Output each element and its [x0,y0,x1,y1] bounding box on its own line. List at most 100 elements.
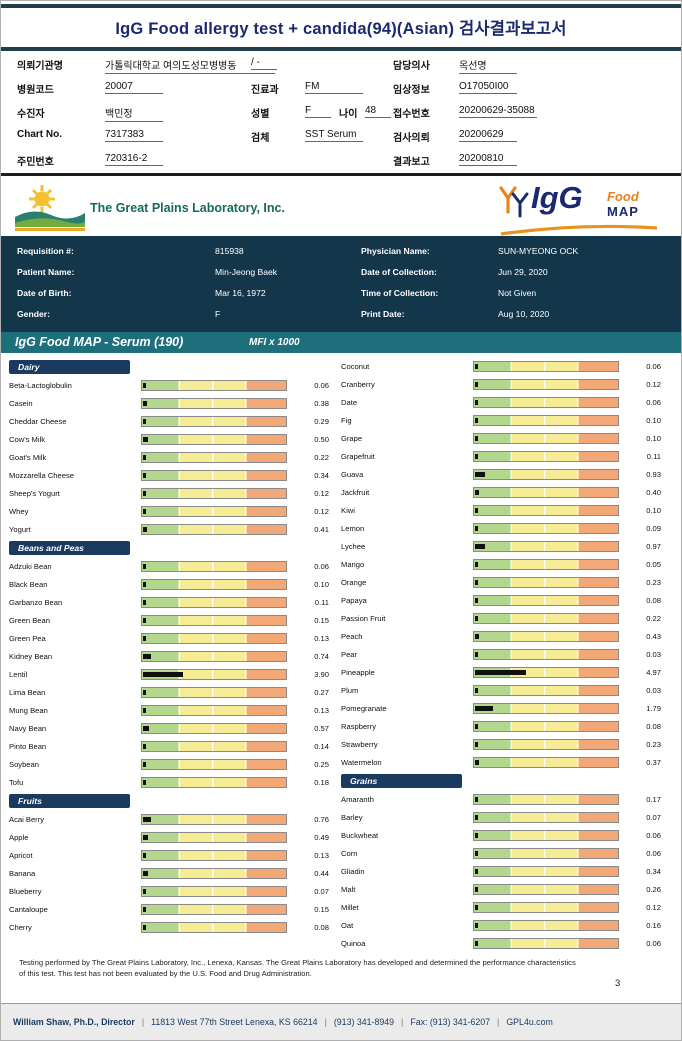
patient-name-value-en: Min-Jeong Baek [215,267,278,277]
results-column-left: Dairy Beta-Lactoglobulin 0.06 Casein 0.38 Che… [9,357,341,952]
lab-website: GPL4u.com [506,1017,553,1027]
food-value: 0.37 [646,757,661,767]
result-bar-track [141,523,287,535]
sex-label: 성별 [251,109,270,120]
requisition-row: Gender: F Print Date: Aug 10, 2020 [1,305,681,326]
food-row: Cherry 0.08 [9,918,341,936]
result-bar-track [473,594,619,606]
food-value: 0.03 [646,685,661,695]
food-label: Amaranth [341,794,374,804]
result-bar-track [141,704,287,716]
food-value: 0.17 [646,794,661,804]
hospital-code-label: 병원코드 [17,85,54,96]
report-title: IgG Food allergy test + candida(94)(Asia… [115,20,567,38]
result-bar-track [473,648,619,660]
result-bar-track [141,758,287,770]
result-bar-track [141,722,287,734]
food-value: 0.10 [314,579,329,589]
antibody-icon [499,186,529,218]
result-bar-fill [475,850,478,856]
food-row: Cheddar Cheese 0.29 [9,412,341,430]
food-label: Garbanzo Bean [9,597,63,607]
food-row: Cantaloupe 0.15 [9,900,341,918]
hospital-code-value: 20007 [105,81,163,94]
receipt-value: 20200629-35088 [459,105,537,118]
food-value: 0.06 [646,938,661,948]
print-date-value: Aug 10, 2020 [498,309,550,319]
food-row: Apple 0.49 [9,828,341,846]
food-row: Cow's Milk 0.50 [9,430,341,448]
footer-separator: | [401,1017,404,1027]
food-row: Amaranth 0.17 [341,790,673,808]
food-label: Mung Bean [9,705,48,715]
lab-address: 11813 West 77th Street Lenexa, KS 66214 [151,1017,318,1027]
result-bar-fill [143,924,146,930]
result-bar-fill [475,651,478,657]
result-bar-fill [475,579,478,585]
food-row: Guava 0.93 [341,465,673,483]
result-bar-fill [143,617,146,623]
result-bar-track [473,684,619,696]
food-label: Passion Fruit [341,613,386,623]
foodmap-band: IgG Food MAP - Serum (190) MFI x 1000 [1,332,681,353]
food-row: Watermelon 0.37 [341,753,673,771]
food-row: Mozzarella Cheese 0.34 [9,466,341,484]
physician-name-label: Physician Name: [361,246,430,256]
result-bar-track [141,632,287,644]
report-date-value: 20200810 [459,153,517,166]
receipt-label: 접수번호 [393,109,430,120]
food-row: Papaya 0.08 [341,591,673,609]
result-bar-track [141,740,287,752]
result-bar-fill [475,886,478,892]
result-bar-fill [143,743,146,749]
category-header-dairy: Dairy [9,360,130,374]
result-bar-fill [475,597,478,603]
food-value: 0.08 [646,595,661,605]
food-value: 0.50 [314,434,329,444]
food-row: Oat 0.16 [341,916,673,934]
collection-time-label: Time of Collection: [361,288,439,298]
result-bar-fill [475,723,478,729]
result-bar-track [141,668,287,680]
result-bar-fill [475,525,478,531]
result-bar-fill [143,599,146,605]
food-row: Green Bean 0.15 [9,611,341,629]
food-value: 0.93 [646,469,661,479]
sex-value: F [305,105,331,118]
map-logo-text: MAP [607,204,639,219]
requisition-section: Requisition #: 815938 Physician Name: SU… [1,236,681,332]
food-row: Whey 0.12 [9,502,341,520]
gender-value: F [215,309,221,319]
food-value: 0.10 [646,433,661,443]
food-row: Millet 0.12 [341,898,673,916]
food-value: 0.10 [646,415,661,425]
swoosh-underline [500,224,658,236]
food-row: Lemon 0.09 [341,519,673,537]
result-bar-track [473,378,619,390]
result-bar-track [473,630,619,642]
org-extra: / - [251,57,277,70]
food-value: 0.06 [646,848,661,858]
result-bar-track [473,540,619,552]
food-value: 0.13 [314,633,329,643]
result-bar-track [473,612,619,624]
food-label: Yogurt [9,524,31,534]
results-columns: Dairy Beta-Lactoglobulin 0.06 Casein 0.38 Che… [1,353,681,952]
result-bar-fill [143,563,146,569]
food-value: 0.15 [314,615,329,625]
result-bar-track [473,522,619,534]
food-value: 0.06 [646,830,661,840]
food-row: Mango 0.05 [341,555,673,573]
dob-value: Mar 16, 1972 [215,288,266,298]
food-label: Banana [9,868,36,878]
resident-no-value: 720316-2 [105,153,163,166]
requisition-row: Date of Birth: Mar 16, 1972 Time of Coll… [1,284,681,305]
result-bar-track [473,919,619,931]
food-row: Lentil 3.90 [9,665,341,683]
result-bar-track [473,865,619,877]
result-bar-track [473,901,619,913]
food-label: Adzuki Bean [9,561,52,571]
food-row: Mung Bean 0.13 [9,701,341,719]
food-label: Pineapple [341,667,375,677]
